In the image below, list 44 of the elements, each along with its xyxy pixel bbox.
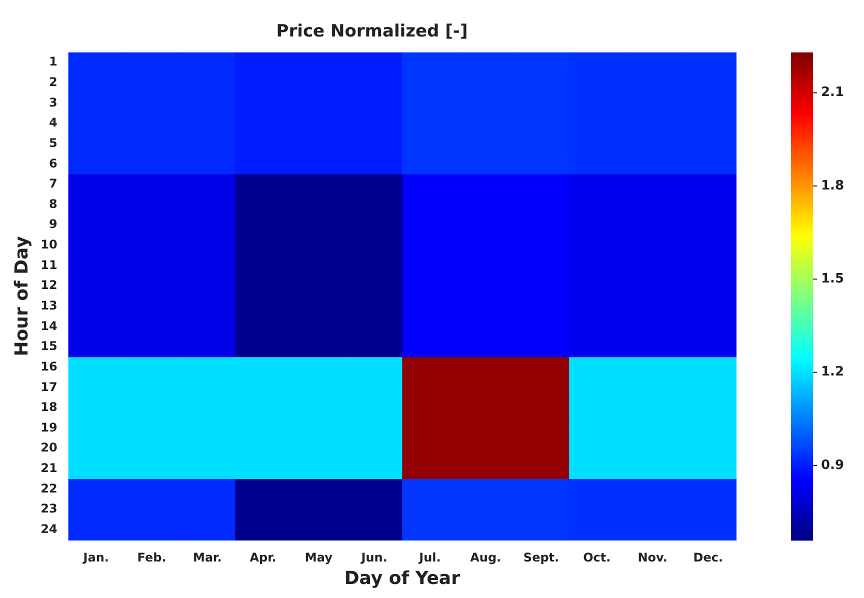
y-tick-label: 23 <box>40 502 58 516</box>
y-tick-label: 7 <box>48 176 58 191</box>
y-tick-label: 13 <box>40 298 58 312</box>
y-tick-label: 5 <box>48 136 58 150</box>
color-bar-label: 1.2 <box>821 364 844 380</box>
x-axis-title: Day of Year <box>344 568 460 589</box>
y-tick-label: 10 <box>40 238 58 252</box>
y-tick-label: 18 <box>40 400 58 414</box>
x-tick-label: Apr. <box>250 550 276 564</box>
y-tick-label: 8 <box>48 196 58 211</box>
y-tick-label: 22 <box>40 481 58 496</box>
x-tick-label: May <box>304 550 333 564</box>
y-tick-label: 21 <box>40 461 58 476</box>
y-axis-title: Hour of Day <box>11 236 32 356</box>
y-tick-label: 4 <box>48 116 58 130</box>
x-tick-label: Dec. <box>693 550 724 564</box>
color-bar-label: 0.9 <box>821 458 844 473</box>
y-tick-label: 1 <box>48 54 58 69</box>
y-tick-label: 6 <box>48 156 58 170</box>
x-tick-label: Jan. <box>82 550 109 564</box>
color-bar-label: 1.8 <box>821 178 844 194</box>
chart-title: Price Normalized [-] <box>276 22 468 42</box>
y-tick-label: 16 <box>40 359 58 374</box>
y-tick-label: 14 <box>40 318 58 333</box>
x-tick-label: Nov. <box>638 550 668 564</box>
x-tick-label: Sept. <box>523 550 560 564</box>
y-tick-label: 24 <box>40 522 58 536</box>
x-tick-label: Oct. <box>583 550 611 564</box>
x-tick-label: Feb. <box>137 550 166 564</box>
x-tick-label: Aug. <box>470 550 502 564</box>
color-bar-label: 1.5 <box>821 271 844 286</box>
y-tick-label: 2 <box>48 75 58 89</box>
x-tick-label: Jun. <box>360 550 388 564</box>
y-tick-label: 12 <box>40 278 58 292</box>
y-tick-label: 15 <box>40 339 58 354</box>
y-tick-label: 9 <box>48 217 58 232</box>
y-tick-label: 19 <box>40 420 58 434</box>
x-tick-label: Jul. <box>418 550 441 564</box>
color-bar-label: 2.1 <box>821 85 844 100</box>
x-tick-label: Mar. <box>192 550 222 564</box>
y-tick-label: 3 <box>48 95 58 110</box>
y-tick-label: 20 <box>40 440 58 455</box>
y-tick-label: 17 <box>40 380 58 394</box>
y-tick-label: 11 <box>40 258 58 272</box>
